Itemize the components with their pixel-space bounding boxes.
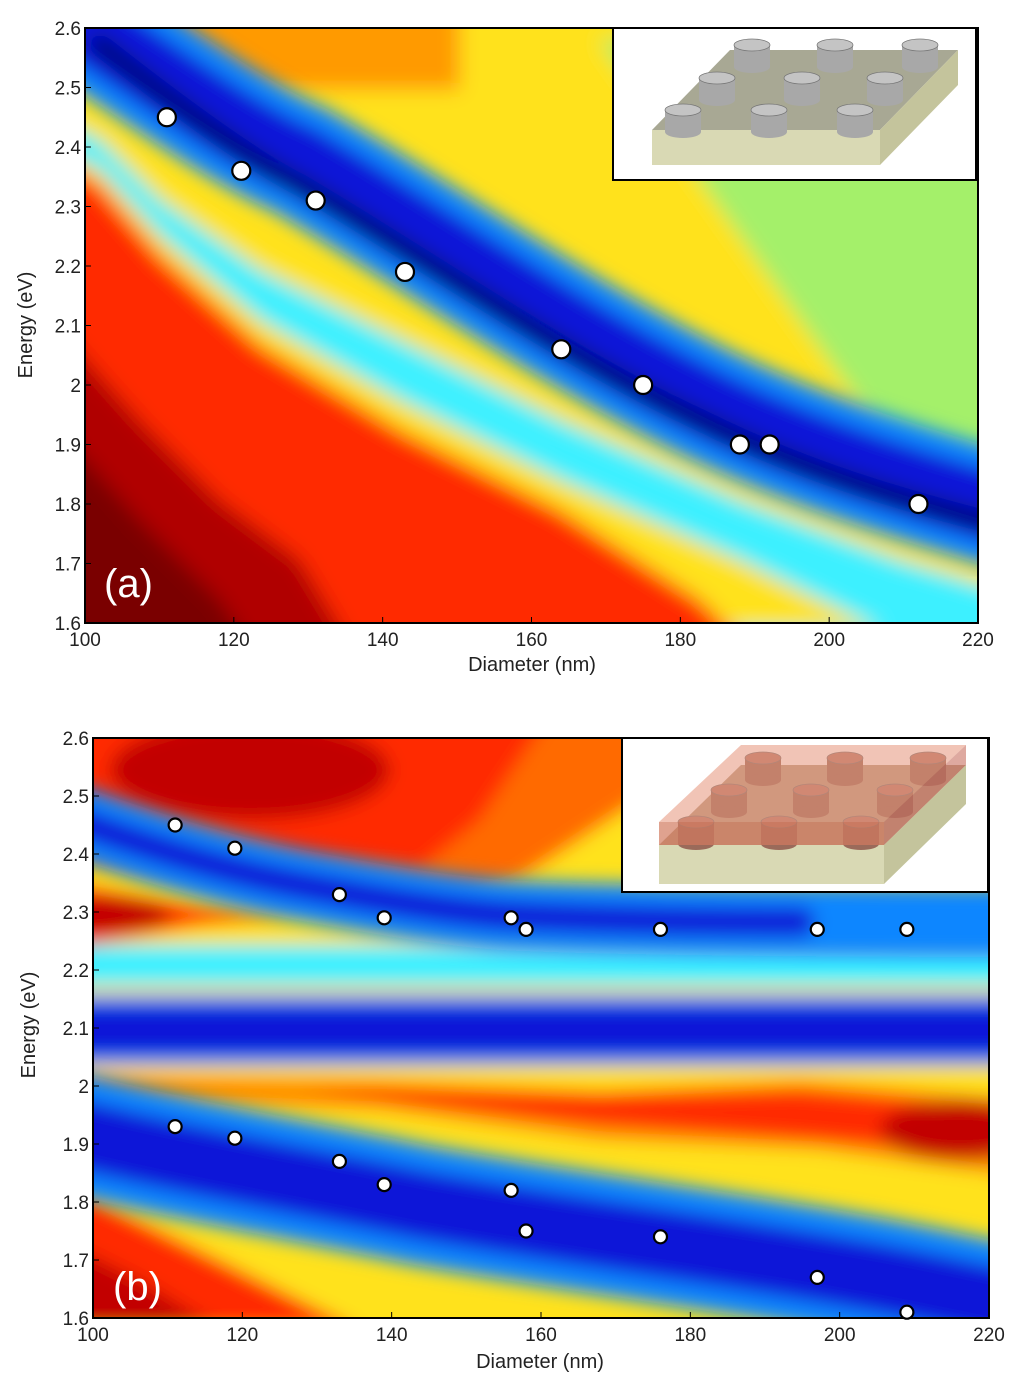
y-tick-label: 2.1: [55, 317, 81, 338]
data-point: [759, 434, 780, 455]
x-tick-label: 180: [674, 1325, 706, 1346]
data-point: [809, 921, 825, 938]
y-tick-label: 1.7: [55, 555, 81, 576]
x-tick-label: 160: [516, 630, 548, 651]
panel-b-inset: [621, 737, 989, 893]
pillar-array-schematic: [652, 38, 958, 165]
x-tick-label: 140: [376, 1325, 408, 1346]
x-tick-label: 220: [973, 1325, 1005, 1346]
x-tick-label: 140: [367, 630, 399, 651]
data-point: [652, 921, 669, 938]
y-tick-label: 1.6: [55, 614, 81, 635]
y-tick-label: 2.5: [55, 79, 81, 100]
data-point: [908, 493, 929, 515]
y-tick-label: 1.8: [55, 495, 81, 516]
panel-a-ylabel: Energy (eV): [15, 272, 37, 379]
panel-b: 100 120 140 160 180 200 220 1.6 1.7 1.8 1.9 2 2.1 2.2…: [18, 729, 1005, 1373]
data-point: [809, 1269, 825, 1286]
y-tick-label: 1.8: [63, 1193, 89, 1214]
x-tick-label: 120: [218, 630, 250, 651]
data-point: [503, 1182, 519, 1199]
y-tick-label: 2.3: [63, 903, 89, 924]
panel-a-inset: [612, 27, 977, 181]
data-point: [167, 1118, 183, 1135]
y-tick-label: 2.3: [55, 198, 81, 219]
data-point: [376, 1176, 392, 1193]
x-tick-label: 220: [962, 630, 994, 651]
data-point: [899, 921, 915, 938]
data-point: [394, 261, 416, 283]
x-tick-label: 100: [69, 630, 101, 651]
y-tick-label: 2.5: [63, 787, 89, 808]
data-point: [227, 1130, 243, 1146]
x-tick-label: 120: [226, 1325, 258, 1346]
y-tick-label: 2.4: [55, 138, 82, 159]
panel-a-points: [156, 107, 929, 515]
x-tick-label: 160: [525, 1325, 557, 1346]
data-point: [633, 374, 654, 396]
y-tick-label: 2.2: [55, 257, 81, 278]
y-tick-label: 2: [70, 376, 81, 397]
data-point: [376, 910, 392, 926]
data-point: [331, 1153, 347, 1170]
y-tick-label: 1.6: [63, 1309, 89, 1330]
data-point: [729, 434, 750, 455]
data-point: [167, 817, 183, 833]
data-point: [503, 910, 519, 926]
panel-b-heatmap: [93, 738, 989, 1318]
y-tick-label: 2: [78, 1077, 89, 1098]
y-tick-label: 2.1: [63, 1019, 89, 1040]
y-tick-label: 2.6: [63, 729, 89, 750]
x-tick-label: 200: [813, 630, 845, 651]
data-point: [231, 160, 252, 181]
panel-a: 100 120 140 160 180 200 220 1.6 1.7 1.8 1.9 2 2.1 2.2…: [15, 19, 994, 676]
data-point: [156, 107, 177, 128]
x-tick-label: 100: [77, 1325, 109, 1346]
data-point: [518, 921, 534, 938]
data-point: [518, 1223, 534, 1239]
y-tick-label: 1.9: [55, 436, 81, 457]
y-tick-label: 2.2: [63, 961, 89, 982]
panel-a-label: (a): [104, 562, 153, 606]
data-point: [551, 339, 572, 360]
y-tick-label: 2.4: [63, 845, 90, 866]
data-point: [652, 1229, 669, 1245]
data-point: [331, 886, 347, 903]
panel-b-xlabel: Diameter (nm): [476, 1351, 604, 1373]
panel-b-ylabel: Energy (eV): [18, 972, 40, 1079]
panel-a-axes: 100 120 140 160 180 200 220 1.6 1.7 1.8 1.9 2 2.1 2.2…: [55, 19, 994, 651]
panel-b-axes: 100 120 140 160 180 200 220 1.6 1.7 1.8 1.9 2 2.1 2.2…: [63, 729, 1005, 1346]
x-tick-label: 180: [664, 630, 696, 651]
panel-b-label: (b): [113, 1265, 162, 1309]
x-tick-label: 200: [824, 1325, 856, 1346]
data-point: [899, 1304, 915, 1320]
coated-pillar-array-schematic: [659, 745, 966, 884]
panel-b-points: [167, 817, 915, 1320]
data-point: [305, 190, 326, 211]
panel-a-xlabel: Diameter (nm): [468, 654, 596, 676]
y-tick-label: 1.9: [63, 1135, 89, 1156]
data-point: [227, 840, 243, 856]
y-tick-label: 2.6: [55, 19, 81, 40]
y-tick-label: 1.7: [63, 1251, 89, 1272]
